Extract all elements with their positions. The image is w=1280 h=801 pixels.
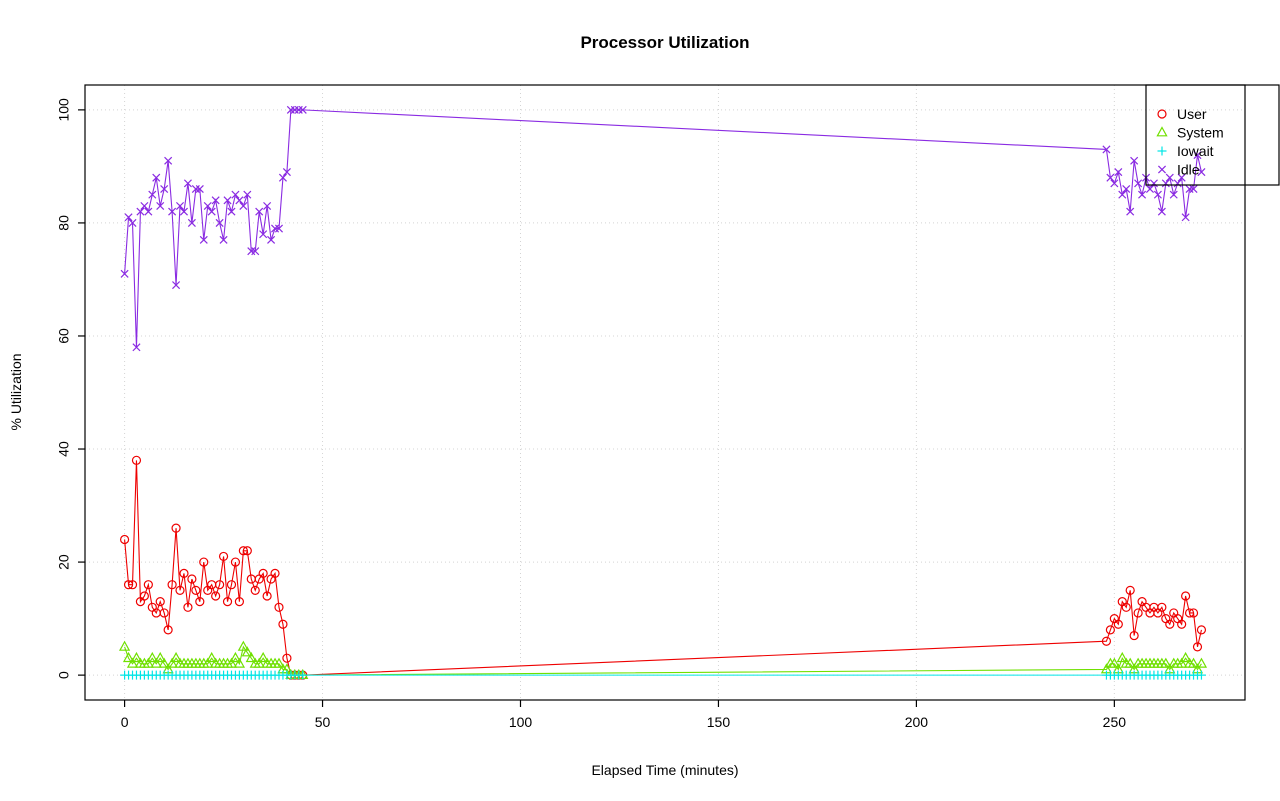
x-tick-label: 50 bbox=[315, 714, 331, 730]
x-tick-label: 100 bbox=[509, 714, 533, 730]
chart-title: Processor Utilization bbox=[580, 33, 750, 52]
series-user bbox=[119, 455, 1207, 680]
series-idle bbox=[120, 105, 1206, 352]
axes: 0 50 100 150 200 250 0 20 40 60 80 100 bbox=[56, 98, 1127, 730]
y-tick-label: 60 bbox=[56, 328, 72, 344]
x-tick-label: 200 bbox=[905, 714, 929, 730]
legend-label-idle: Idle bbox=[1177, 162, 1200, 178]
y-tick-label: 80 bbox=[56, 215, 72, 231]
legend-label-iowait: Iowait bbox=[1177, 143, 1214, 159]
x-tick-label: 0 bbox=[121, 714, 129, 730]
y-tick-label: 40 bbox=[56, 441, 72, 457]
x-tick-label: 150 bbox=[707, 714, 731, 730]
legend-label-user: User bbox=[1177, 106, 1207, 122]
y-tick-label: 100 bbox=[56, 98, 72, 122]
x-tick-label: 250 bbox=[1103, 714, 1127, 730]
legend-label-system: System bbox=[1177, 125, 1224, 141]
y-tick-label: 0 bbox=[56, 671, 72, 679]
gridlines bbox=[85, 85, 1245, 700]
legend: User System Iowait Idle bbox=[1145, 84, 1280, 186]
series-iowait bbox=[120, 670, 1206, 680]
plot-border bbox=[84, 84, 1246, 701]
x-axis-label: Elapsed Time (minutes) bbox=[591, 762, 739, 778]
y-tick-label: 20 bbox=[56, 554, 72, 570]
